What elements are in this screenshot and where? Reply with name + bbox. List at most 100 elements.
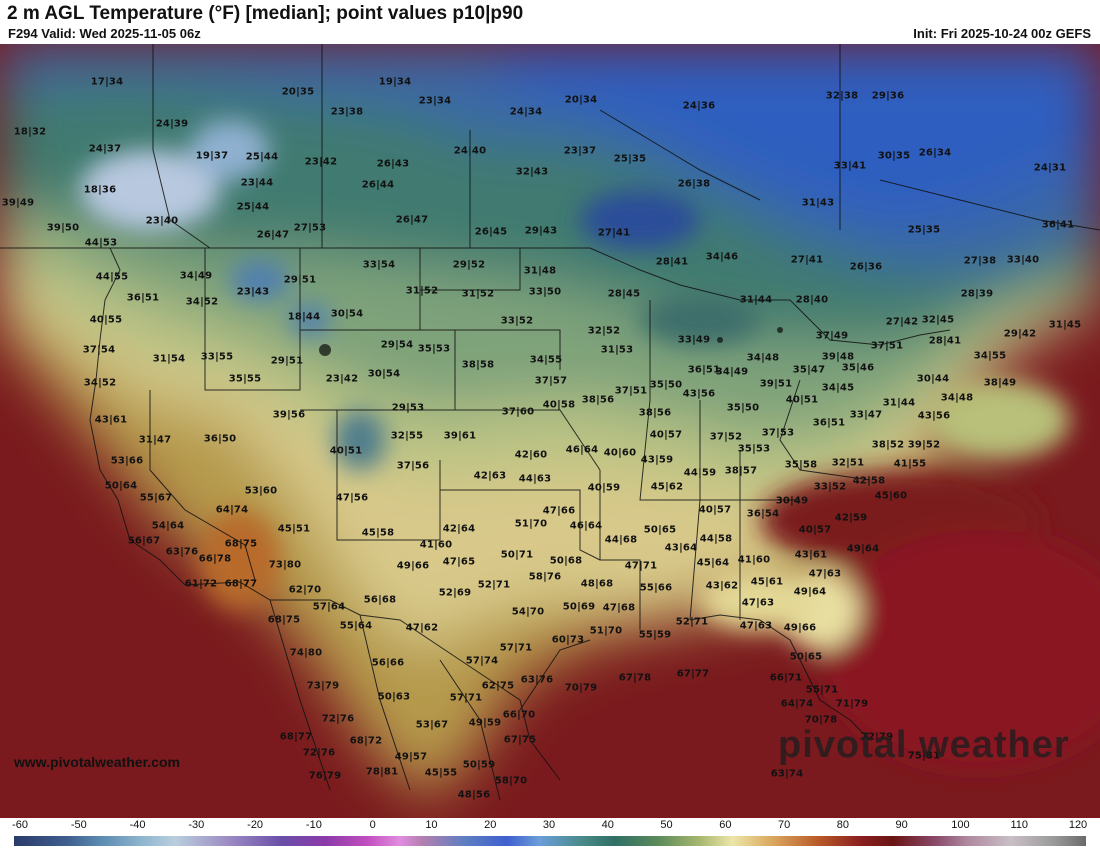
point-value-label: 37|60 [501,406,535,418]
point-value-label: 48|56 [457,789,491,801]
point-value-label: 18|32 [13,126,47,138]
point-value-label: 29|51 [283,274,317,286]
point-value-label: 40|51 [329,445,363,457]
point-value-label: 50|59 [462,759,496,771]
point-value-label: 50|65 [643,524,677,536]
point-value-label: 49|64 [793,586,827,598]
point-value-label: 18|44 [287,311,321,323]
point-value-label: 44|53 [84,237,118,249]
colorbar-tick-label: 30 [542,819,556,831]
point-value-label: 28|41 [655,256,689,268]
colorbar-tick-label: 90 [895,819,908,831]
point-value-label: 29|51 [270,355,304,367]
point-value-label: 27|38 [963,255,997,267]
point-value-label: 34|48 [746,352,780,364]
point-value-label: 57|71 [449,692,483,704]
point-value-label: 32|55 [390,430,424,442]
point-value-label: 26|47 [395,214,429,226]
point-value-label: 23|42 [304,156,338,168]
point-value-label: 31|54 [152,353,186,365]
point-value-label: 24|31 [1033,162,1067,174]
point-value-label: 52|69 [438,587,472,599]
point-value-label: 31|44 [882,397,916,409]
pivotal-weather-logo: pivotal weather [778,724,1070,766]
colorbar-tick-label: -60 [12,819,28,831]
point-value-label: 52|71 [477,579,511,591]
point-value-label: 45|58 [361,527,395,539]
point-value-label: 35|58 [784,459,818,471]
point-value-label: 33|47 [849,409,883,421]
colorbar-tick-label: 80 [836,819,849,831]
point-value-label: 35|47 [792,364,826,376]
point-value-label: 29|42 [1003,328,1037,340]
point-value-label: 23|40 [145,215,179,227]
point-value-label: 50|68 [549,555,583,567]
point-value-label: 38|56 [638,407,672,419]
point-value-label: 36|54 [746,508,780,520]
point-value-label: 54|64 [151,520,185,532]
point-value-label: 47|63 [739,620,773,632]
point-value-label: 23|43 [236,286,270,298]
point-value-label: 28|39 [960,288,994,300]
point-value-label: 49|59 [468,717,502,729]
point-value-label: 31|52 [461,288,495,300]
point-value-label: 31|43 [801,197,835,209]
init-time: Init: Fri 2025-10-24 00z GEFS [913,26,1091,41]
point-value-label: 50|69 [562,601,596,613]
point-value-label: 24|40 [453,145,487,157]
colorbar-tick-label: -50 [70,819,87,831]
point-value-label: 47|68 [602,602,636,614]
point-value-label: 64|74 [780,698,814,710]
point-value-label: 51|70 [589,625,623,637]
point-value-label: 61|72 [184,578,218,590]
point-value-label: 67|78 [618,672,652,684]
point-value-label: 63|76 [165,546,199,558]
point-value-label: 63|74 [770,768,804,780]
point-value-label: 33|52 [813,481,847,493]
point-value-label: 35|53 [417,343,451,355]
point-value-label: 40|60 [603,447,637,459]
point-value-label: 19|37 [195,150,229,162]
website-url[interactable]: www.pivotalweather.com [14,754,180,770]
point-value-label: 35|53 [737,443,771,455]
point-value-label: 39|49 [1,197,35,209]
point-value-label: 43|64 [664,542,698,554]
colorbar-tick-label: 50 [660,819,673,831]
point-value-label: 28|45 [607,288,641,300]
point-value-label: 49|66 [396,560,430,572]
point-value-label: 55|67 [139,492,173,504]
point-value-label: 24|34 [509,106,543,118]
colorbar [14,836,1086,846]
point-value-label: 63|76 [520,674,554,686]
boundaries [0,44,1100,801]
point-value-label: 20|35 [281,86,315,98]
point-value-label: 45|61 [750,576,784,588]
point-value-label: 45|55 [424,767,458,779]
point-value-label: 55|64 [339,620,373,632]
point-value-label: 43|56 [917,410,951,422]
point-value-label: 46|64 [569,520,603,532]
point-value-label: 34|48 [940,392,974,404]
point-value-label: 19|34 [378,76,412,88]
point-value-label: 50|64 [104,480,138,492]
point-value-label: 37|49 [815,330,849,342]
point-value-label: 37|57 [534,375,568,387]
point-value-label: 68|75 [224,538,258,550]
point-value-label: 23|38 [330,106,364,118]
point-value-label: 30|35 [877,150,911,162]
point-value-label: 39|56 [272,409,306,421]
point-value-label: 31|48 [523,265,557,277]
point-value-label: 28|40 [795,294,829,306]
temperature-map[interactable]: 17|34 18|32 24|37 18|36 39|49 39|50 44|53 23|40… [0,44,1100,818]
point-value-label: 68|75 [267,614,301,626]
point-value-label: 30|54 [367,368,401,380]
point-value-label: 53|67 [415,719,449,731]
point-value-label: 34|55 [529,354,563,366]
colorbar-tick-label: -20 [247,819,264,831]
point-value-label: 40|59 [587,482,621,494]
point-value-label: 56|66 [371,657,405,669]
point-value-label: 50|63 [377,691,411,703]
point-value-label: 24|37 [88,143,122,155]
point-value-label: 40|55 [89,314,123,326]
point-value-label: 42|59 [834,512,868,524]
